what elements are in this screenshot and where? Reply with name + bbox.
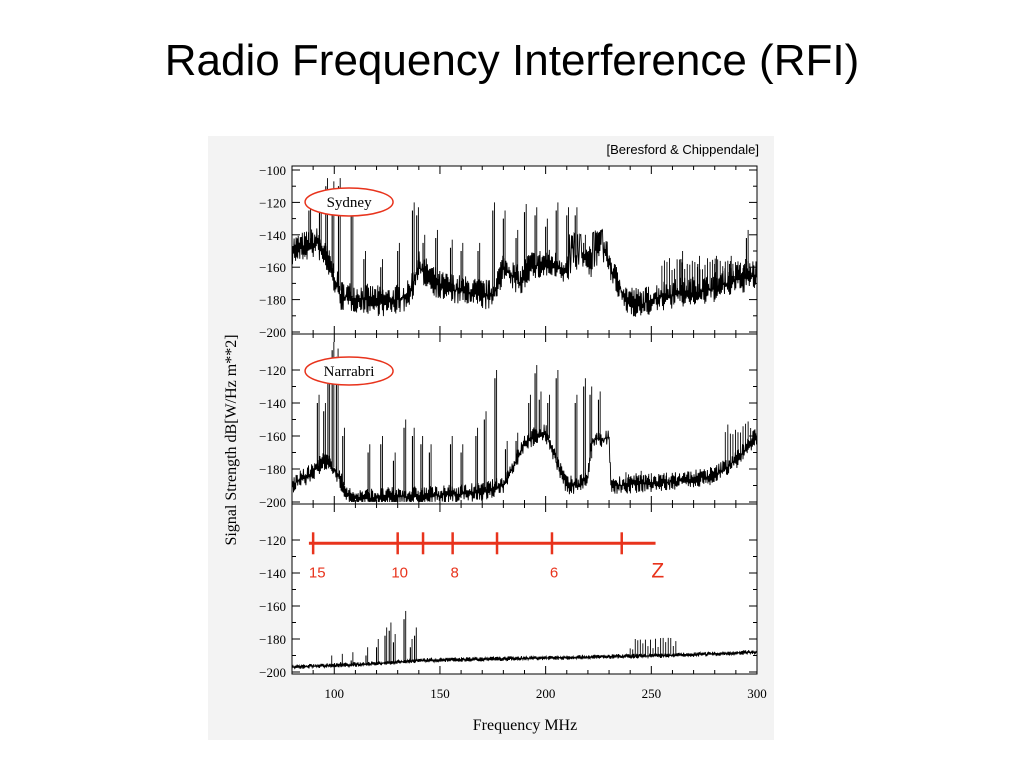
- x-axis-label: Frequency MHz: [473, 717, 577, 734]
- y-tick-label: −180: [259, 462, 286, 477]
- channel-label: 15: [309, 564, 326, 581]
- y-tick-label: −100: [259, 163, 286, 178]
- site-label-sydney: Sydney: [327, 195, 373, 211]
- y-tick-label: −200: [259, 665, 286, 680]
- site-label-ellipse: [304, 356, 394, 386]
- y-tick-label: −160: [259, 599, 286, 614]
- signal-trace: [291, 650, 758, 670]
- panel-quiet-site: −120 −140 −160 −180 −200 15 10 8 6 Z: [259, 503, 758, 680]
- y-tick-label: −200: [259, 495, 286, 510]
- site-label-narrabri: Narrabri: [324, 364, 375, 380]
- panel-narrabri: −120 −140 −160 −180 −200 Narrabri: [259, 333, 758, 510]
- y-tick-label: −140: [259, 228, 286, 243]
- site-label-ellipse: [304, 187, 394, 217]
- y-tick-label: −140: [259, 396, 286, 411]
- rfi-figure: [Beresford & Chippendale] −100 −120 −140 −1…: [208, 136, 774, 740]
- x-tick-label: 300: [747, 686, 767, 701]
- panel-frame: [291, 503, 758, 675]
- figure-credit: [Beresford & Chippendale]: [607, 142, 759, 157]
- y-tick-label: −120: [259, 195, 286, 210]
- panels-layer: −100−120−140−160−180−200Sydney−120−140−1…: [259, 163, 767, 701]
- y-tick-label: −120: [259, 363, 286, 378]
- x-tick-label: 100: [325, 686, 345, 701]
- y-tick-label: −160: [259, 260, 286, 275]
- y-tick-label: −180: [259, 293, 286, 308]
- x-tick-label: 150: [430, 686, 450, 701]
- y-tick-label: −180: [259, 632, 286, 647]
- rfi-chart-svg: [Beresford & Chippendale] −100−120−140−1…: [223, 142, 767, 734]
- y-axis-label: Signal Strength dB[W/Hz m**2]: [223, 334, 240, 545]
- channel-label: 8: [451, 564, 459, 581]
- y-tick-label: −140: [259, 566, 286, 581]
- channel-label: Z: [651, 559, 664, 582]
- x-tick-label: 250: [642, 686, 662, 701]
- y-tick-label: −120: [259, 533, 286, 548]
- tv-channel-overlay: 15 10 8 6 Z: [308, 532, 664, 582]
- panel-sydney: −100 −120 −140 −160 −180 −200 Sydney: [259, 163, 758, 340]
- slide-title: Radio Frequency Interference (RFI): [164, 36, 860, 85]
- channel-label: 6: [550, 564, 558, 581]
- y-tick-label: −200: [259, 325, 286, 340]
- channel-label: 10: [391, 564, 408, 581]
- x-tick-label: 200: [536, 686, 556, 701]
- y-tick-label: −160: [259, 429, 286, 444]
